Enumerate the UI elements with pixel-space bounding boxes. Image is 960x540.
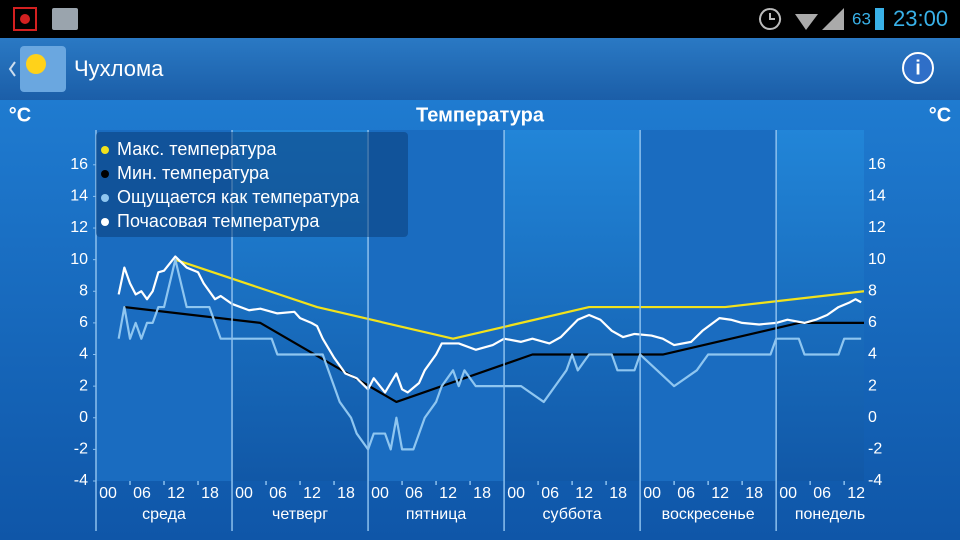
series-line: [117, 255, 862, 394]
y-tick-label-right: 12: [868, 219, 886, 236]
day-label: четверг: [272, 506, 328, 523]
x-tick-label: 06: [677, 485, 695, 502]
y-tick-label-left: 16: [70, 156, 88, 173]
chart-title: Температура: [416, 104, 545, 126]
x-tick-label: 06: [541, 485, 559, 502]
legend-dot: [101, 218, 109, 226]
x-tick-label: 12: [711, 485, 729, 502]
legend-label: Почасовая температура: [117, 211, 320, 231]
day-label: среда: [142, 506, 186, 523]
x-tick-label: 00: [507, 485, 525, 502]
status-bar: 63 23:00: [0, 0, 960, 38]
y-tick-label-left: 2: [79, 377, 88, 394]
x-tick-label: 00: [779, 485, 797, 502]
x-tick-label: 06: [405, 485, 423, 502]
y-label-right: °C: [929, 104, 951, 126]
legend-label: Ощущается как температура: [117, 187, 360, 207]
x-tick-label: 18: [745, 485, 763, 502]
y-tick-label-right: 2: [868, 377, 877, 394]
y-tick-label-right: -4: [868, 472, 882, 489]
day-column: [776, 130, 864, 481]
y-tick-label-left: 10: [70, 251, 88, 268]
app-bar: Чухлома i: [0, 38, 960, 101]
y-tick-label-right: 8: [868, 282, 877, 299]
y-tick-label-left: 0: [79, 409, 88, 426]
sun: [26, 54, 46, 74]
info-button[interactable]: [902, 52, 934, 84]
x-tick-label: 06: [133, 485, 151, 502]
battery-icon: [875, 8, 884, 30]
x-tick-label: 18: [473, 485, 491, 502]
record-icon: [13, 7, 37, 31]
y-tick-label-left: 8: [79, 282, 88, 299]
legend-box: [96, 132, 408, 237]
y-tick-label-left: 4: [79, 346, 88, 363]
info-glyph: i: [915, 57, 921, 79]
y-tick-label-left: -4: [74, 472, 88, 489]
y-tick-label-right: 4: [868, 346, 877, 363]
y-tick-label-right: -2: [868, 441, 882, 458]
y-tick-label-left: -2: [74, 441, 88, 458]
day-label: суббота: [543, 506, 602, 523]
battery-level: 63: [852, 9, 871, 28]
legend-dot: [101, 194, 109, 202]
legend-label: Макс. температура: [117, 139, 277, 159]
series-line: [117, 258, 862, 451]
day-label: понедель: [795, 506, 865, 523]
y-tick-label-left: 6: [79, 314, 88, 331]
x-tick-label: 00: [643, 485, 661, 502]
y-tick-label-right: 0: [868, 409, 877, 426]
y-tick-label-right: 6: [868, 314, 877, 331]
x-tick-label: 12: [167, 485, 185, 502]
chart: °C Температура °C среда четверг пятница суб…: [0, 100, 960, 540]
x-tick-label: 00: [99, 485, 117, 502]
app-bar-content: Чухлома i: [8, 46, 934, 92]
x-tick-label: 12: [439, 485, 457, 502]
y-tick-label-right: 10: [868, 251, 886, 268]
x-tick-label: 18: [337, 485, 355, 502]
x-tick-label: 18: [609, 485, 627, 502]
legend-dot: [101, 170, 109, 178]
x-tick-label: 18: [201, 485, 219, 502]
app-title: Чухлома: [74, 56, 164, 81]
day-column: [504, 130, 641, 481]
x-tick-label: 12: [575, 485, 593, 502]
alarm-icon: [759, 8, 782, 30]
x-tick-label: 00: [235, 485, 253, 502]
y-tick-label-left: 14: [70, 188, 88, 205]
x-tick-label: 12: [847, 485, 865, 502]
y-tick-label-left: 12: [70, 219, 88, 236]
x-tick-label: 06: [813, 485, 831, 502]
y-label-left: °C: [9, 104, 31, 126]
series-line: [175, 258, 864, 340]
back-arrow[interactable]: [8, 61, 16, 77]
legend-label: Мин. температура: [117, 163, 270, 183]
x-tick-label: 00: [371, 485, 389, 502]
clock: 23:00: [893, 6, 948, 31]
y-tick-label-right: 14: [868, 188, 886, 205]
day-label: пятница: [406, 506, 467, 523]
x-tick-label: 12: [303, 485, 321, 502]
status-icons: 63 23:00: [13, 6, 948, 31]
y-tick-label-right: 16: [868, 156, 886, 173]
mail-icon: [52, 8, 78, 30]
record-dot: [20, 14, 30, 24]
wifi-icon: [795, 14, 818, 30]
day-label: воскресенье: [662, 506, 755, 523]
signal-icon: [822, 8, 844, 30]
x-tick-label: 06: [269, 485, 287, 502]
legend-dot: [101, 146, 109, 154]
